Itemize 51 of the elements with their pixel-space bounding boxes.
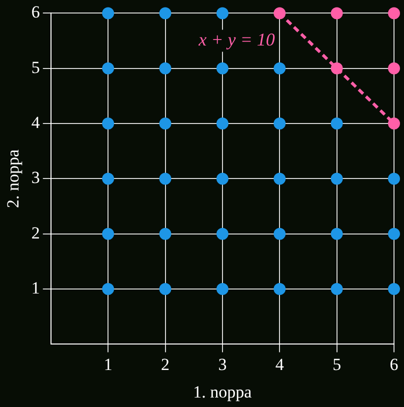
point — [159, 228, 172, 240]
point — [159, 283, 172, 296]
y-tick-label: 1 — [31, 278, 40, 298]
point — [216, 118, 228, 130]
point — [388, 118, 400, 130]
point — [274, 283, 286, 296]
point — [330, 62, 343, 74]
point — [274, 7, 286, 20]
y-tick-label: 4 — [31, 113, 40, 132]
x-tick-label: 6 — [390, 354, 398, 374]
point — [216, 172, 228, 185]
y-tick-label: 6 — [31, 2, 40, 22]
x-tick-label: 5 — [332, 354, 342, 374]
point — [159, 62, 172, 74]
point — [216, 7, 228, 20]
x-tick-label: 3 — [218, 354, 227, 374]
x-tick-label: 2 — [161, 354, 170, 374]
point — [330, 7, 343, 20]
point — [274, 62, 286, 74]
y-tick-label: 3 — [31, 168, 40, 188]
point — [330, 118, 343, 130]
point — [216, 62, 228, 74]
point — [274, 172, 286, 185]
point — [216, 228, 228, 240]
point — [274, 118, 286, 130]
point — [388, 228, 400, 240]
point — [330, 283, 343, 296]
annotation: x + y = 10 — [198, 30, 275, 50]
x-tick-label: 4 — [275, 354, 284, 374]
point — [330, 172, 343, 185]
point — [159, 7, 172, 20]
point — [102, 228, 114, 240]
y-tick-label: 2 — [31, 223, 40, 242]
point — [330, 228, 343, 240]
point — [388, 172, 400, 185]
point — [102, 62, 114, 74]
y-axis-title: 2. noppa — [4, 148, 23, 208]
point — [102, 172, 114, 185]
point — [388, 283, 400, 296]
point — [102, 7, 114, 20]
point — [102, 118, 114, 130]
point — [102, 283, 114, 296]
x-tick-label: 1 — [104, 354, 112, 374]
point — [159, 172, 172, 185]
point — [388, 62, 400, 74]
point — [159, 118, 172, 130]
y-tick-label: 5 — [31, 58, 40, 77]
point — [388, 7, 400, 20]
x-axis-title: 1. noppa — [193, 382, 252, 402]
point — [216, 283, 228, 296]
point — [274, 228, 286, 240]
